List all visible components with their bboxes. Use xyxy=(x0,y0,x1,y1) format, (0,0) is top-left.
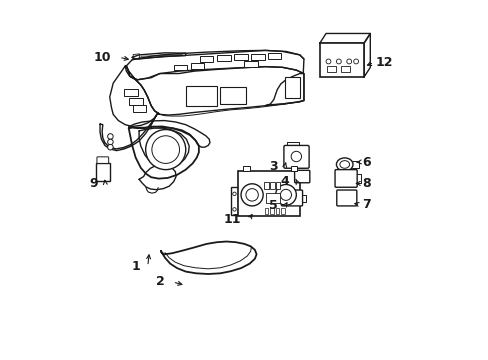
Circle shape xyxy=(280,189,291,201)
Bar xyxy=(238,171,299,216)
Bar xyxy=(269,208,273,213)
Bar xyxy=(234,54,247,60)
Polygon shape xyxy=(132,53,185,59)
Bar xyxy=(244,61,258,67)
Bar xyxy=(285,77,299,98)
Polygon shape xyxy=(139,165,176,190)
Polygon shape xyxy=(319,33,369,43)
Bar xyxy=(133,105,146,112)
Polygon shape xyxy=(126,66,304,115)
Polygon shape xyxy=(139,128,189,168)
Bar xyxy=(123,89,138,96)
Bar xyxy=(264,183,268,189)
FancyBboxPatch shape xyxy=(281,190,302,206)
Text: 2: 2 xyxy=(156,275,164,288)
Bar xyxy=(199,56,213,63)
Text: 11: 11 xyxy=(223,213,241,226)
Circle shape xyxy=(241,184,263,206)
Text: 1: 1 xyxy=(131,260,140,273)
Bar xyxy=(251,54,264,60)
Bar xyxy=(96,163,110,181)
Circle shape xyxy=(336,59,341,64)
Bar xyxy=(190,63,203,69)
Bar xyxy=(265,193,279,203)
Bar xyxy=(275,183,280,189)
Polygon shape xyxy=(100,113,158,150)
Text: 3: 3 xyxy=(268,160,277,173)
Bar xyxy=(270,183,274,189)
Text: 10: 10 xyxy=(94,51,111,64)
Text: 7: 7 xyxy=(361,198,370,211)
Circle shape xyxy=(107,144,113,150)
Bar xyxy=(216,55,230,62)
Bar xyxy=(185,86,216,106)
Polygon shape xyxy=(126,50,304,80)
Polygon shape xyxy=(161,242,256,274)
Bar xyxy=(264,208,268,213)
Ellipse shape xyxy=(336,158,352,171)
Circle shape xyxy=(325,59,330,64)
Circle shape xyxy=(152,136,179,163)
Text: 9: 9 xyxy=(89,177,98,190)
FancyBboxPatch shape xyxy=(284,145,308,168)
Bar xyxy=(281,208,285,213)
Circle shape xyxy=(290,151,301,162)
Text: 6: 6 xyxy=(361,156,370,168)
Bar xyxy=(340,66,349,72)
Bar xyxy=(128,98,143,105)
Bar xyxy=(220,87,246,104)
Polygon shape xyxy=(109,66,160,126)
Circle shape xyxy=(353,59,358,64)
Text: 12: 12 xyxy=(375,56,392,69)
Polygon shape xyxy=(128,126,199,179)
Text: 4: 4 xyxy=(280,175,289,188)
Circle shape xyxy=(232,192,236,195)
Circle shape xyxy=(245,189,258,201)
Bar xyxy=(326,66,336,72)
Bar xyxy=(173,64,186,70)
Circle shape xyxy=(232,208,236,211)
FancyBboxPatch shape xyxy=(336,190,356,206)
FancyBboxPatch shape xyxy=(334,170,356,187)
Text: 8: 8 xyxy=(361,177,370,190)
Circle shape xyxy=(275,184,296,205)
Circle shape xyxy=(145,130,185,170)
Bar xyxy=(243,166,249,171)
Polygon shape xyxy=(128,121,209,147)
Bar xyxy=(290,166,297,171)
Circle shape xyxy=(107,134,113,139)
Circle shape xyxy=(346,59,351,64)
Text: 5: 5 xyxy=(268,199,277,212)
FancyBboxPatch shape xyxy=(294,170,309,183)
Bar xyxy=(275,208,279,213)
Polygon shape xyxy=(264,73,304,106)
Bar xyxy=(230,187,238,215)
Bar xyxy=(267,53,281,59)
FancyBboxPatch shape xyxy=(97,157,108,163)
Polygon shape xyxy=(364,33,369,77)
Ellipse shape xyxy=(339,161,349,168)
Bar xyxy=(319,43,364,77)
Circle shape xyxy=(107,139,113,145)
